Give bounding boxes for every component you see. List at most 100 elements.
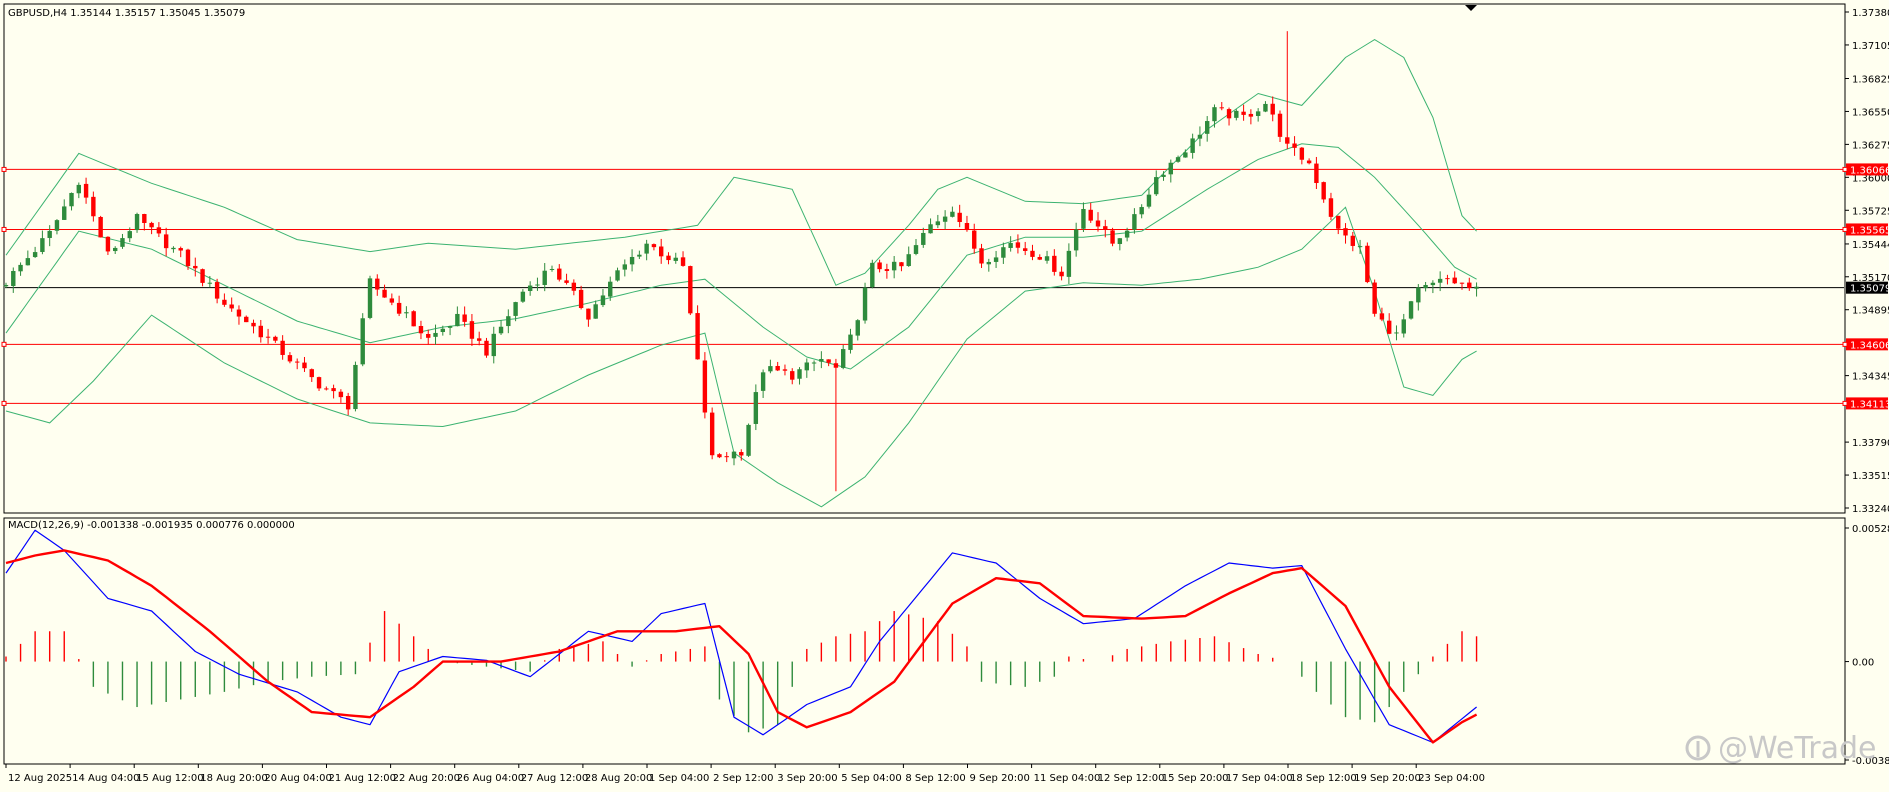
candle-body <box>1394 332 1399 334</box>
candle-body <box>775 365 780 371</box>
candle-body <box>411 311 416 327</box>
macd-tick-label: -0.003896 <box>1852 756 1889 767</box>
candle-body <box>629 256 635 265</box>
candle-body <box>1379 313 1385 320</box>
level-anchor-handle <box>1 226 7 232</box>
candle <box>717 453 722 459</box>
candle <box>1336 215 1341 235</box>
candle-body <box>993 257 999 262</box>
candle-body <box>309 369 314 378</box>
candle <box>542 263 547 292</box>
macd-axis: 0.005287 0.00 -0.003896 <box>1845 524 1889 767</box>
candle-body <box>870 262 875 288</box>
candle-body <box>404 312 409 314</box>
candle-body <box>753 392 759 424</box>
candle <box>775 361 780 372</box>
candle <box>69 192 74 211</box>
candle <box>1175 155 1181 163</box>
candle-body <box>935 221 941 226</box>
candle-body <box>1154 177 1159 195</box>
candle <box>498 320 504 335</box>
candle-body <box>1117 238 1123 245</box>
candle-body <box>163 234 169 249</box>
candle <box>1292 136 1297 156</box>
time-tick-label: 23 Sep 04:00 <box>1418 773 1485 784</box>
candle-body <box>178 248 183 251</box>
candle-body <box>1052 255 1057 272</box>
candle <box>855 319 860 341</box>
candle-body <box>782 369 788 371</box>
candle <box>265 328 271 344</box>
candle <box>790 368 795 385</box>
candle-body <box>32 252 38 258</box>
candle-body <box>345 395 351 410</box>
candle <box>1416 284 1421 311</box>
level-anchor-handle <box>1 341 7 347</box>
candle-body <box>1285 137 1290 144</box>
level-tag-box <box>1846 397 1888 410</box>
candle-body <box>1430 282 1436 286</box>
candle-body <box>804 362 809 371</box>
candle <box>1008 236 1013 252</box>
candle <box>1255 108 1261 122</box>
candle-body <box>862 287 868 321</box>
price-level-tags: 1.36066 1.35565 1.34606 1.34113 1.35079 <box>1 163 1889 410</box>
candle-body <box>1161 174 1166 177</box>
candle-body <box>491 333 496 357</box>
candle-body <box>280 340 285 355</box>
candle <box>1430 280 1436 294</box>
candle-body <box>83 183 89 198</box>
candle <box>608 276 613 301</box>
candle-body <box>265 336 271 338</box>
candle <box>1110 227 1115 247</box>
candle-body <box>214 282 220 299</box>
candle-body <box>855 320 860 336</box>
watermark-text: @WeTrade <box>1718 731 1877 766</box>
candle-body <box>950 211 955 217</box>
candle-body <box>1365 245 1370 283</box>
candle <box>659 238 664 264</box>
candle <box>91 191 96 222</box>
candle <box>1146 188 1152 209</box>
candle <box>309 368 314 382</box>
price-tick-label: 1.34895 <box>1852 306 1889 317</box>
candle-body <box>564 280 569 283</box>
level-tag-label: 1.34113 <box>1850 399 1889 410</box>
candle-body <box>1015 242 1021 248</box>
candle-body <box>69 192 74 207</box>
candle-body <box>1401 319 1406 334</box>
candle-body <box>709 412 715 456</box>
candle <box>40 230 45 255</box>
candle-body <box>1321 182 1326 200</box>
candle-body <box>1343 228 1348 236</box>
candle <box>1372 279 1377 317</box>
candle <box>615 267 620 282</box>
candle <box>724 452 729 463</box>
candle <box>338 389 344 403</box>
candle-body <box>127 231 132 239</box>
candle <box>287 352 293 364</box>
candle <box>1285 31 1290 150</box>
candle-body <box>418 325 424 334</box>
chart-symbol-info: GBPUSD,H4 1.35144 1.35157 1.35045 1.3507… <box>8 8 245 19</box>
candle <box>753 384 759 431</box>
candle <box>1277 110 1283 143</box>
candle-body <box>469 321 475 339</box>
candle-body <box>353 364 358 410</box>
time-tick-label: 2 Sep 12:00 <box>713 773 773 784</box>
candle <box>782 364 788 376</box>
chart-shift-marker-icon[interactable] <box>1465 5 1477 11</box>
macd-indicator-label: MACD(12,26,9) -0.001338 -0.001935 0.0007… <box>8 520 295 531</box>
candle-body <box>1437 278 1443 283</box>
candle-body <box>731 451 737 459</box>
candle-body <box>207 282 213 284</box>
candle <box>440 325 445 336</box>
candle <box>1437 271 1443 292</box>
candle <box>702 352 708 419</box>
price-tick-label: 1.35170 <box>1852 273 1889 284</box>
candle-body <box>455 313 460 327</box>
price-tick-label: 1.37380 <box>1852 8 1889 19</box>
